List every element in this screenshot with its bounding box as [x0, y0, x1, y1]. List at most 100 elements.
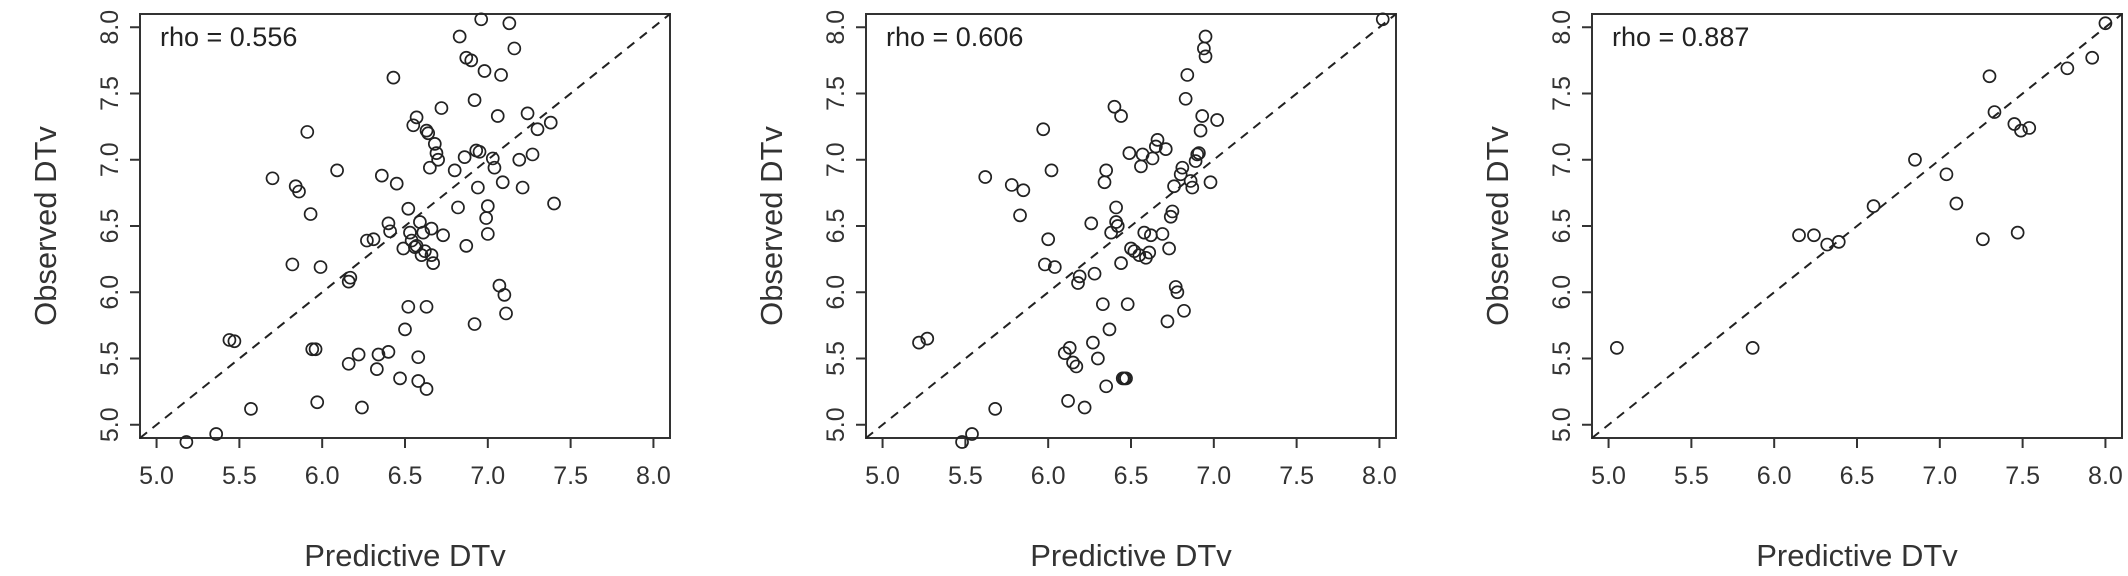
data-point	[422, 160, 437, 175]
x-tick-label: 6.5	[388, 462, 423, 490]
y-tick-label: 6.5	[1548, 209, 1576, 244]
data-point	[1162, 241, 1176, 256]
data-point	[1375, 12, 1390, 27]
data-point	[451, 200, 465, 215]
data-point	[512, 152, 527, 167]
data-point	[426, 256, 441, 270]
y-tick-label: 8.0	[822, 10, 850, 45]
data-point	[313, 260, 328, 274]
y-tick-label: 7.0	[822, 142, 850, 177]
data-point	[1831, 235, 1846, 249]
data-point	[406, 118, 421, 133]
x-tick-label: 5.5	[948, 462, 983, 490]
data-point	[472, 144, 487, 159]
x-tick-label: 6.0	[305, 462, 340, 490]
data-point	[209, 427, 224, 441]
y-tick-label: 6.0	[96, 275, 124, 310]
data-point	[2060, 61, 2075, 76]
data-point	[912, 335, 926, 350]
data-point	[1866, 199, 1881, 213]
data-point	[1095, 297, 1110, 312]
data-point	[1987, 105, 2002, 119]
data-point	[479, 211, 494, 225]
data-point	[988, 402, 1003, 416]
y-tick-label: 8.0	[96, 10, 124, 45]
x-tick-label: 5.5	[222, 462, 257, 490]
data-point	[369, 362, 384, 376]
data-point	[2007, 117, 2022, 131]
x-tick-label: 6.0	[1757, 462, 1792, 490]
x-tick-label: 6.5	[1114, 462, 1149, 490]
data-point	[1120, 297, 1135, 312]
rho-annotation: rho = 0.556	[160, 22, 297, 52]
y-axis-title: Observed DTv	[28, 126, 63, 326]
rho-annotation: rho = 0.606	[886, 22, 1023, 52]
data-point	[418, 244, 432, 259]
data-point	[341, 356, 356, 371]
y-tick-label: 6.5	[822, 209, 850, 244]
data-point	[1198, 49, 1213, 64]
data-point	[1183, 174, 1198, 188]
data-point	[427, 137, 442, 151]
data-point	[487, 160, 502, 175]
data-point	[464, 53, 479, 68]
data-point	[303, 207, 318, 221]
data-point	[1071, 276, 1085, 290]
data-point	[1185, 180, 1200, 195]
data-point	[360, 233, 374, 248]
data-point	[1807, 228, 1821, 243]
data-point	[1109, 200, 1123, 215]
y-tick-label: 7.0	[1548, 142, 1576, 177]
x-axis-title: Predictive DTv	[304, 538, 506, 573]
data-point	[403, 225, 417, 240]
data-point	[1178, 91, 1193, 106]
data-point	[1102, 322, 1117, 337]
data-point	[978, 170, 993, 184]
data-point	[1084, 216, 1099, 231]
data-point	[955, 435, 969, 449]
data-point	[457, 150, 472, 164]
identity-line	[1591, 13, 2123, 439]
data-point	[502, 16, 517, 31]
data-point	[1091, 351, 1105, 366]
data-point	[401, 201, 416, 216]
data-point	[431, 152, 445, 167]
data-point	[1177, 303, 1191, 318]
data-point	[1137, 225, 1152, 240]
x-tick-label: 7.0	[1196, 462, 1231, 490]
x-tick-label: 8.0	[2088, 462, 2123, 490]
data-point	[492, 278, 507, 293]
x-tick-label: 5.0	[1591, 462, 1626, 490]
y-tick-label: 6.5	[96, 209, 124, 244]
data-point	[1086, 335, 1100, 350]
data-point	[507, 41, 522, 56]
data-point	[1192, 146, 1206, 160]
data-point	[1107, 99, 1122, 114]
data-point	[1122, 146, 1137, 160]
data-point	[411, 350, 426, 365]
scatter-panel-1: 5.0 5.5 6.0 6.5 7.0 7.5 8.0 5.0 5.5 6.0 6.5 7.0 7.5 8…	[28, 10, 671, 573]
x-tick-label: 7.0	[1922, 462, 1957, 490]
data-point	[1114, 256, 1128, 270]
data-point	[381, 216, 396, 231]
data-point	[447, 163, 462, 178]
data-point	[1175, 160, 1190, 175]
identity-line	[865, 13, 1397, 439]
data-point	[474, 12, 489, 27]
y-tick-label: 6.0	[1548, 275, 1576, 310]
data-point	[421, 126, 436, 141]
data-point	[480, 227, 495, 241]
data-point	[416, 225, 431, 240]
data-point	[485, 151, 500, 166]
data-point	[1038, 257, 1052, 272]
y-tick-label: 6.0	[822, 275, 850, 310]
data-point	[1160, 314, 1175, 329]
data-point	[1165, 204, 1180, 219]
data-point	[530, 122, 545, 137]
y-axis-title: Observed DTv	[1480, 126, 1515, 326]
x-tick-label: 7.0	[470, 462, 505, 490]
data-point	[1158, 142, 1173, 156]
data-point	[1188, 154, 1203, 168]
data-point	[515, 180, 530, 195]
y-tick-label: 7.0	[96, 142, 124, 177]
